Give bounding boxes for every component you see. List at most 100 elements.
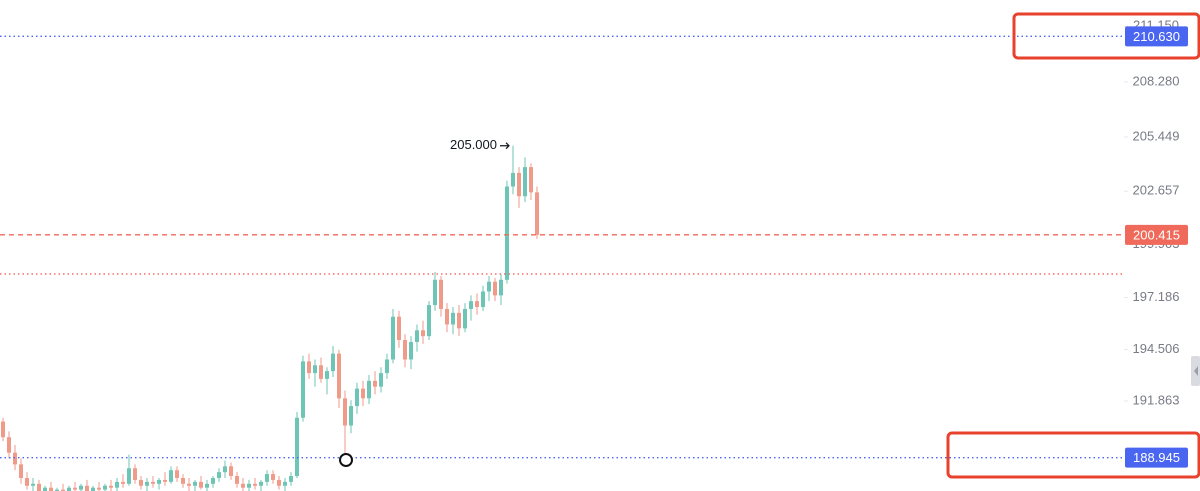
candle-body [319, 365, 323, 379]
candle-body [535, 192, 539, 235]
candle-body [109, 485, 113, 488]
candle-body [211, 477, 215, 484]
candle-body [121, 481, 125, 484]
candle-body [277, 479, 281, 486]
price-label-box [1125, 447, 1188, 468]
candle-body [421, 330, 425, 337]
candle-body [523, 167, 527, 197]
candle-body [385, 359, 389, 374]
candle-body [373, 380, 377, 387]
point-marker [339, 453, 353, 467]
candle-body [175, 470, 179, 478]
candle-body [463, 308, 467, 329]
candle-body [439, 279, 443, 309]
candle-body [511, 172, 515, 187]
candle-body [457, 312, 461, 329]
candle-body [247, 483, 251, 488]
candle-body [517, 172, 521, 197]
candle-body [271, 474, 275, 480]
highlight-box [1012, 12, 1200, 60]
candle-body [427, 305, 431, 337]
candle-body [73, 487, 77, 490]
candle-body [433, 279, 437, 306]
candle-body [133, 468, 137, 480]
candle-body [349, 406, 353, 426]
candle-body [163, 479, 167, 482]
candle-body [91, 487, 95, 491]
candle-body [259, 481, 263, 486]
candle-body [325, 371, 329, 379]
candle-body [151, 481, 155, 484]
candle-body [415, 330, 419, 342]
candle-body [85, 485, 89, 491]
candle-body [97, 487, 101, 490]
candle-body [157, 479, 161, 484]
candle-body [67, 487, 71, 491]
candle-body [337, 353, 341, 399]
candle-body [475, 301, 479, 307]
candle-body [397, 316, 401, 341]
y-tick-label: 205.449 [1133, 128, 1180, 143]
annotation-arrow [500, 142, 510, 150]
y-tick-label: 208.280 [1133, 73, 1180, 88]
candle-body [145, 481, 149, 486]
y-tick-label: 197.186 [1133, 289, 1180, 304]
candle-body [445, 308, 449, 325]
y-tick-label: 202.657 [1133, 183, 1180, 198]
price-label-box [1125, 224, 1188, 245]
candle-body [409, 341, 413, 360]
price-labels: 210.630 200.415 188.945 [1125, 26, 1188, 468]
candle-body [235, 476, 239, 484]
y-tick-label: 191.863 [1133, 392, 1180, 407]
candle-body [307, 361, 311, 374]
candle-body [289, 476, 293, 482]
candle-body [361, 388, 365, 399]
candle-body [229, 466, 233, 477]
candle-body [451, 312, 455, 325]
candle-body [223, 466, 227, 473]
candle-body [139, 479, 143, 486]
candle-body [1, 421, 5, 438]
candle-body [469, 301, 473, 309]
candle-body [343, 398, 347, 426]
scroll-arrow [1194, 366, 1198, 376]
candle-body [493, 281, 497, 296]
candle-body [103, 485, 107, 490]
candle-body [283, 481, 287, 486]
candle-body [187, 483, 191, 486]
highlight-box [946, 431, 1200, 479]
candle-body [55, 489, 59, 491]
candle-body [181, 477, 185, 484]
candle-body [61, 489, 65, 491]
candle-body [499, 279, 503, 296]
candle-body [241, 483, 245, 488]
candle-body [481, 291, 485, 307]
candle-body [403, 340, 407, 360]
candle-body [379, 373, 383, 387]
candle-body [31, 483, 35, 486]
price-label: 200.415 [1133, 227, 1180, 242]
candle-body [529, 167, 533, 193]
candle-body [505, 186, 509, 280]
candle-body [199, 481, 203, 488]
price-label: 188.945 [1133, 450, 1180, 465]
y-tick-label: 194.506 [1133, 341, 1180, 356]
candle-body [217, 472, 221, 478]
candle-body [487, 281, 491, 292]
candle-body [301, 361, 305, 418]
tick-layer: 211.150208.280205.449202.657199.903197.1… [1124, 18, 1180, 407]
candle-body [49, 487, 53, 491]
candle-body [127, 468, 131, 484]
candle-body [43, 487, 47, 491]
candle-body [331, 353, 335, 372]
candle-body [13, 452, 17, 465]
candle-body [265, 474, 269, 482]
candle-body [313, 365, 317, 374]
candle-body [7, 437, 11, 453]
candle-body [169, 470, 173, 482]
candle-body [253, 483, 257, 486]
candle-body [193, 481, 197, 486]
candle-body [205, 483, 209, 488]
candle-body [355, 388, 359, 407]
